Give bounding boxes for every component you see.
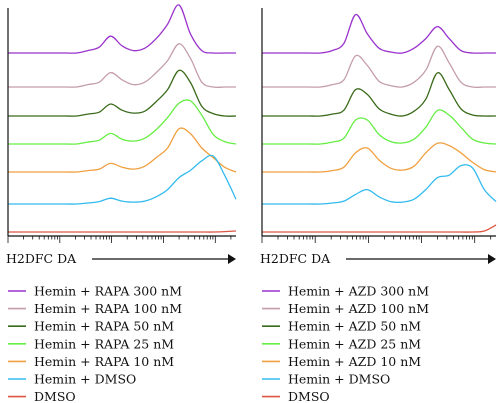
legend-label: Hemin + RAPA 100 nM <box>34 301 182 316</box>
legend-label: Hemin + DMSO <box>288 372 390 387</box>
series-line <box>8 4 236 54</box>
series-line <box>262 164 497 205</box>
legend-label: Hemin + AZD 100 nM <box>288 301 429 316</box>
left-axis-arrowhead <box>228 254 236 264</box>
legend-label: Hemin + RAPA 10 nM <box>34 354 174 369</box>
right-curves <box>261 13 497 233</box>
panel-right: H2DFC DA Hemin + AZD 300 nM Hemin + AZD 1… <box>260 8 497 403</box>
right-axis-arrowhead <box>488 254 496 264</box>
left-x-axis-title: H2DFC DA <box>6 251 77 266</box>
legend-label: Hemin + RAPA 50 nM <box>34 319 174 334</box>
legend-label: Hemin + AZD 50 nM <box>288 319 421 334</box>
left-x-ticks <box>7 236 232 243</box>
legend-label: DMSO <box>288 389 330 403</box>
series-line <box>8 154 237 205</box>
legend-label: DMSO <box>34 389 76 403</box>
legend-label: Hemin + AZD 10 nM <box>288 354 421 369</box>
series-line <box>261 72 497 117</box>
legend-label: Hemin + DMSO <box>34 372 136 387</box>
right-x-axis-title: H2DFC DA <box>260 251 331 266</box>
series-line <box>262 13 496 54</box>
series-line <box>7 69 237 117</box>
legend-label: Hemin + RAPA 300 nM <box>34 284 182 299</box>
left-curves <box>7 4 237 233</box>
left-legend: Hemin + RAPA 300 nM Hemin + RAPA 100 nM He… <box>8 284 182 403</box>
legend-label: Hemin + AZD 25 nM <box>288 336 421 351</box>
legend-label: Hemin + RAPA 25 nM <box>34 336 174 351</box>
series-line <box>261 142 497 173</box>
series-line <box>8 99 237 145</box>
series-line <box>8 43 236 89</box>
series-line <box>261 224 497 233</box>
series-line <box>262 45 496 89</box>
right-legend: Hemin + AZD 300 nM Hemin + AZD 100 nM Hemi… <box>262 284 429 403</box>
series-line <box>7 127 237 173</box>
series-line <box>262 109 497 145</box>
legend-label: Hemin + AZD 300 nM <box>288 284 429 299</box>
series-line <box>7 230 237 233</box>
right-x-ticks <box>261 236 492 243</box>
